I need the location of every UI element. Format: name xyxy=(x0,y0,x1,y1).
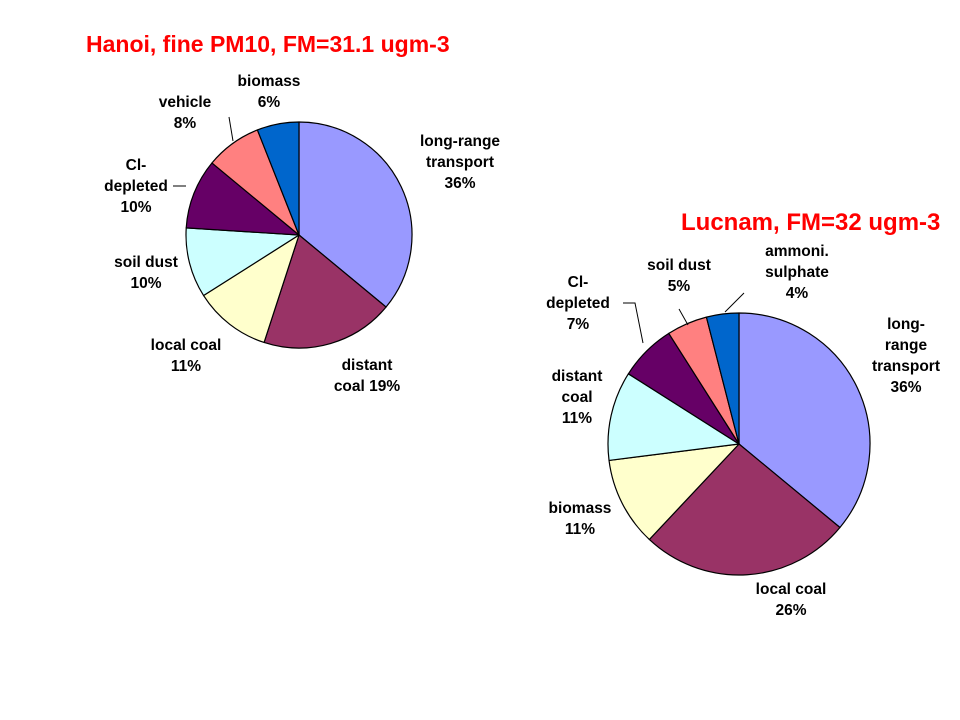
hanoi-label-local-coal: local coal 11% xyxy=(151,337,222,375)
hanoi-label-distant-coal: distant coal 19% xyxy=(334,357,401,395)
lucnam-label-ammoni-sulphate: ammoni. sulphate 4% xyxy=(765,243,829,302)
hanoi-label-soil-dust: soil dust 10% xyxy=(114,254,178,292)
lucnam-label-long-range-transport: long-range transport 36% xyxy=(872,316,940,396)
lucnam-label-local-coal: local coal 26% xyxy=(756,581,827,619)
hanoi-slice-cl-depleted xyxy=(185,162,300,236)
hanoi-slice-soil-dust xyxy=(185,227,300,297)
lucnam-leader-soil-dust xyxy=(678,308,689,326)
lucnam-label-biomass: biomass 11% xyxy=(549,500,612,538)
hanoi-slice-long-range-transport xyxy=(298,121,413,308)
hanoi-leader-vehicle xyxy=(228,116,234,142)
hanoi-slice-biomass xyxy=(256,121,300,236)
lucnam-slice-distant-coal xyxy=(607,373,740,462)
hanoi-slice-distant-coal xyxy=(263,234,387,349)
hanoi-chart-title: Hanoi, fine PM10, FM=31.1 ugm-3 xyxy=(86,31,450,57)
lucnam-slice-local-coal xyxy=(648,443,841,576)
lucnam-label-cl-depleted: Cl-depleted 7% xyxy=(546,274,610,333)
hanoi-label-long-range-transport: long-range transport 36% xyxy=(420,133,500,192)
lucnam-label-soil-dust: soil dust 5% xyxy=(647,257,711,295)
lucnam-label-distant-coal: distant coal 11% xyxy=(552,368,603,427)
lucnam-slice-biomass xyxy=(608,443,740,541)
lucnam-chart-title: Lucnam, FM=32 ugm-3 xyxy=(681,209,941,236)
lucnam-pie xyxy=(607,312,871,576)
hanoi-label-cl-depleted: Cl-depleted 10% xyxy=(104,157,168,216)
lucnam-leader-ammoni-sulphate xyxy=(724,292,745,313)
hanoi-pie xyxy=(185,121,413,349)
lucnam-slice-ammoni-sulphate xyxy=(705,312,740,445)
hanoi-label-biomass: biomass 6% xyxy=(238,73,301,111)
lucnam-leader-cl-depleted xyxy=(623,302,644,344)
lucnam-slice-long-range-transport xyxy=(738,312,871,529)
hanoi-label-vehicle: vehicle 8% xyxy=(159,94,212,132)
hanoi-slice-local-coal xyxy=(202,234,300,344)
